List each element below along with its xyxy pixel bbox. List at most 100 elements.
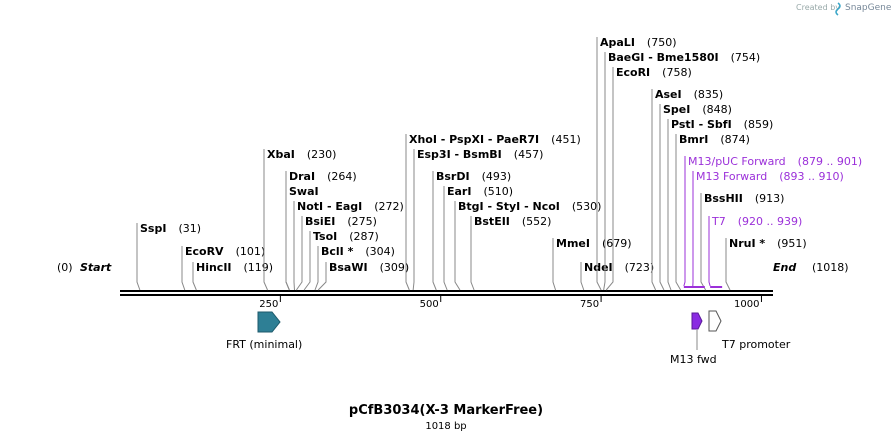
site-leader — [651, 89, 657, 291]
site-name: MmeI — [556, 237, 590, 250]
site-label: BtgI - StyI - NcoI (530) — [458, 200, 601, 213]
ruler-label: 500 — [420, 299, 439, 310]
site-leader — [285, 186, 290, 291]
site-leader — [605, 67, 614, 291]
site-label: EcoRV (101) — [185, 245, 265, 258]
site-pos: (457) — [514, 148, 544, 161]
site-label: BsaWI (309) — [329, 261, 409, 274]
site-name: TsoI — [313, 230, 337, 243]
primer-range: (879 .. 901) — [798, 155, 863, 168]
primer-name: M13/pUC Forward — [688, 155, 786, 168]
site-label: BaeGI - Bme1580I (754) — [608, 51, 760, 64]
site-pos: (304) — [365, 245, 395, 258]
site-pos: (287) — [349, 230, 379, 243]
site-name: SspI — [140, 222, 166, 235]
feature-label: T7 promoter — [721, 338, 791, 351]
subtitle: 1018 bp — [425, 421, 466, 432]
start-pos: (0) — [57, 261, 73, 274]
site-pos: (754) — [731, 51, 761, 64]
site-label: EcoRI (758) — [616, 66, 692, 79]
site-label: NotI - EagI (272) — [297, 200, 404, 213]
logo — [835, 2, 841, 16]
watermark-prefix: Created by — [796, 3, 840, 12]
primer-leader — [708, 216, 711, 287]
site-label: BsiEI (275) — [305, 215, 377, 228]
site-pos: (275) — [347, 215, 377, 228]
site-pos: (750) — [647, 36, 677, 49]
end-pos: (1018) — [812, 261, 849, 274]
site-pos: (552) — [522, 215, 552, 228]
site-leader — [443, 186, 448, 291]
site-label: XhoI - PspXI - PaeR7I (451) — [409, 133, 581, 146]
site-leader — [454, 201, 461, 291]
site-name: NdeI — [584, 261, 613, 274]
ruler-label: 750 — [580, 299, 599, 310]
site-label: NdeI (723) — [584, 261, 654, 274]
site-name: EcoRI — [616, 66, 650, 79]
site-name: BaeGI - Bme1580I — [608, 51, 719, 64]
site-pos: (309) — [380, 261, 410, 274]
site-pos: (230) — [307, 148, 337, 161]
feature-label: FRT (minimal) — [226, 338, 302, 351]
site-pos: (31) — [178, 222, 201, 235]
site-name: BsrDI — [436, 170, 470, 183]
site-leader — [725, 238, 731, 291]
site-leader — [136, 223, 141, 291]
site-name: Esp3I - BsmBI — [417, 148, 502, 161]
site-label: BclI * (304) — [321, 245, 395, 258]
site-name: BtgI - StyI - NcoI — [458, 200, 560, 213]
site-pos: (530) — [572, 200, 602, 213]
site-leader — [405, 134, 410, 291]
primer-range: (893 .. 910) — [779, 170, 844, 183]
site-label: SspI (31) — [140, 222, 201, 235]
site-leader — [596, 37, 602, 291]
site-pos: (848) — [702, 103, 732, 116]
primer-label: M13 Forward (893 .. 910) — [696, 170, 844, 183]
site-leader — [317, 262, 327, 291]
site-name: SwaI — [289, 185, 319, 198]
site-pos: (679) — [602, 237, 632, 250]
site-leader — [667, 119, 672, 291]
primer-leader — [683, 156, 686, 287]
site-leader — [659, 104, 665, 291]
primer-name: T7 — [711, 215, 726, 228]
site-pos: (951) — [777, 237, 807, 250]
site-label: MmeI (679) — [556, 237, 632, 250]
feature-arrow — [257, 311, 281, 333]
site-leader — [192, 262, 197, 291]
site-name: EarI — [447, 185, 471, 198]
site-pos: (272) — [374, 200, 404, 213]
site-name: BsaWI — [329, 261, 368, 274]
site-pos: (493) — [482, 170, 512, 183]
site-name: BmrI — [679, 133, 708, 146]
site-leader — [181, 246, 186, 291]
site-leader — [303, 231, 311, 291]
site-pos: (859) — [744, 118, 774, 131]
site-pos: (264) — [327, 170, 357, 183]
site-name: BclI * — [321, 245, 354, 258]
site-pos: (835) — [694, 88, 724, 101]
site-pos: (723) — [625, 261, 655, 274]
site-pos: (119) — [244, 261, 274, 274]
site-label: BsrDI (493) — [436, 170, 511, 183]
site-name: NotI - EagI — [297, 200, 362, 213]
site-name: DraI — [289, 170, 315, 183]
site-label: EarI (510) — [447, 185, 513, 198]
site-name: PstI - SbfI — [671, 118, 732, 131]
site-label: NruI * (951) — [729, 237, 807, 250]
site-label: DraI (264) — [289, 170, 357, 183]
start-label: Start — [80, 261, 112, 274]
site-pos: (758) — [662, 66, 692, 79]
site-name: BstEII — [474, 215, 510, 228]
site-name: AseI — [655, 88, 682, 101]
primer-label: T7 (920 .. 939) — [711, 215, 802, 228]
site-label: SpeI (848) — [663, 103, 732, 116]
site-name: XbaI — [267, 148, 295, 161]
site-label: BstEII (552) — [474, 215, 551, 228]
feature-arrow — [691, 312, 703, 330]
site-leader — [314, 246, 319, 291]
end-label: End — [773, 261, 796, 274]
title: pCfB3034(X-3 MarkerFree) — [349, 403, 543, 418]
site-pos: (101) — [236, 245, 266, 258]
